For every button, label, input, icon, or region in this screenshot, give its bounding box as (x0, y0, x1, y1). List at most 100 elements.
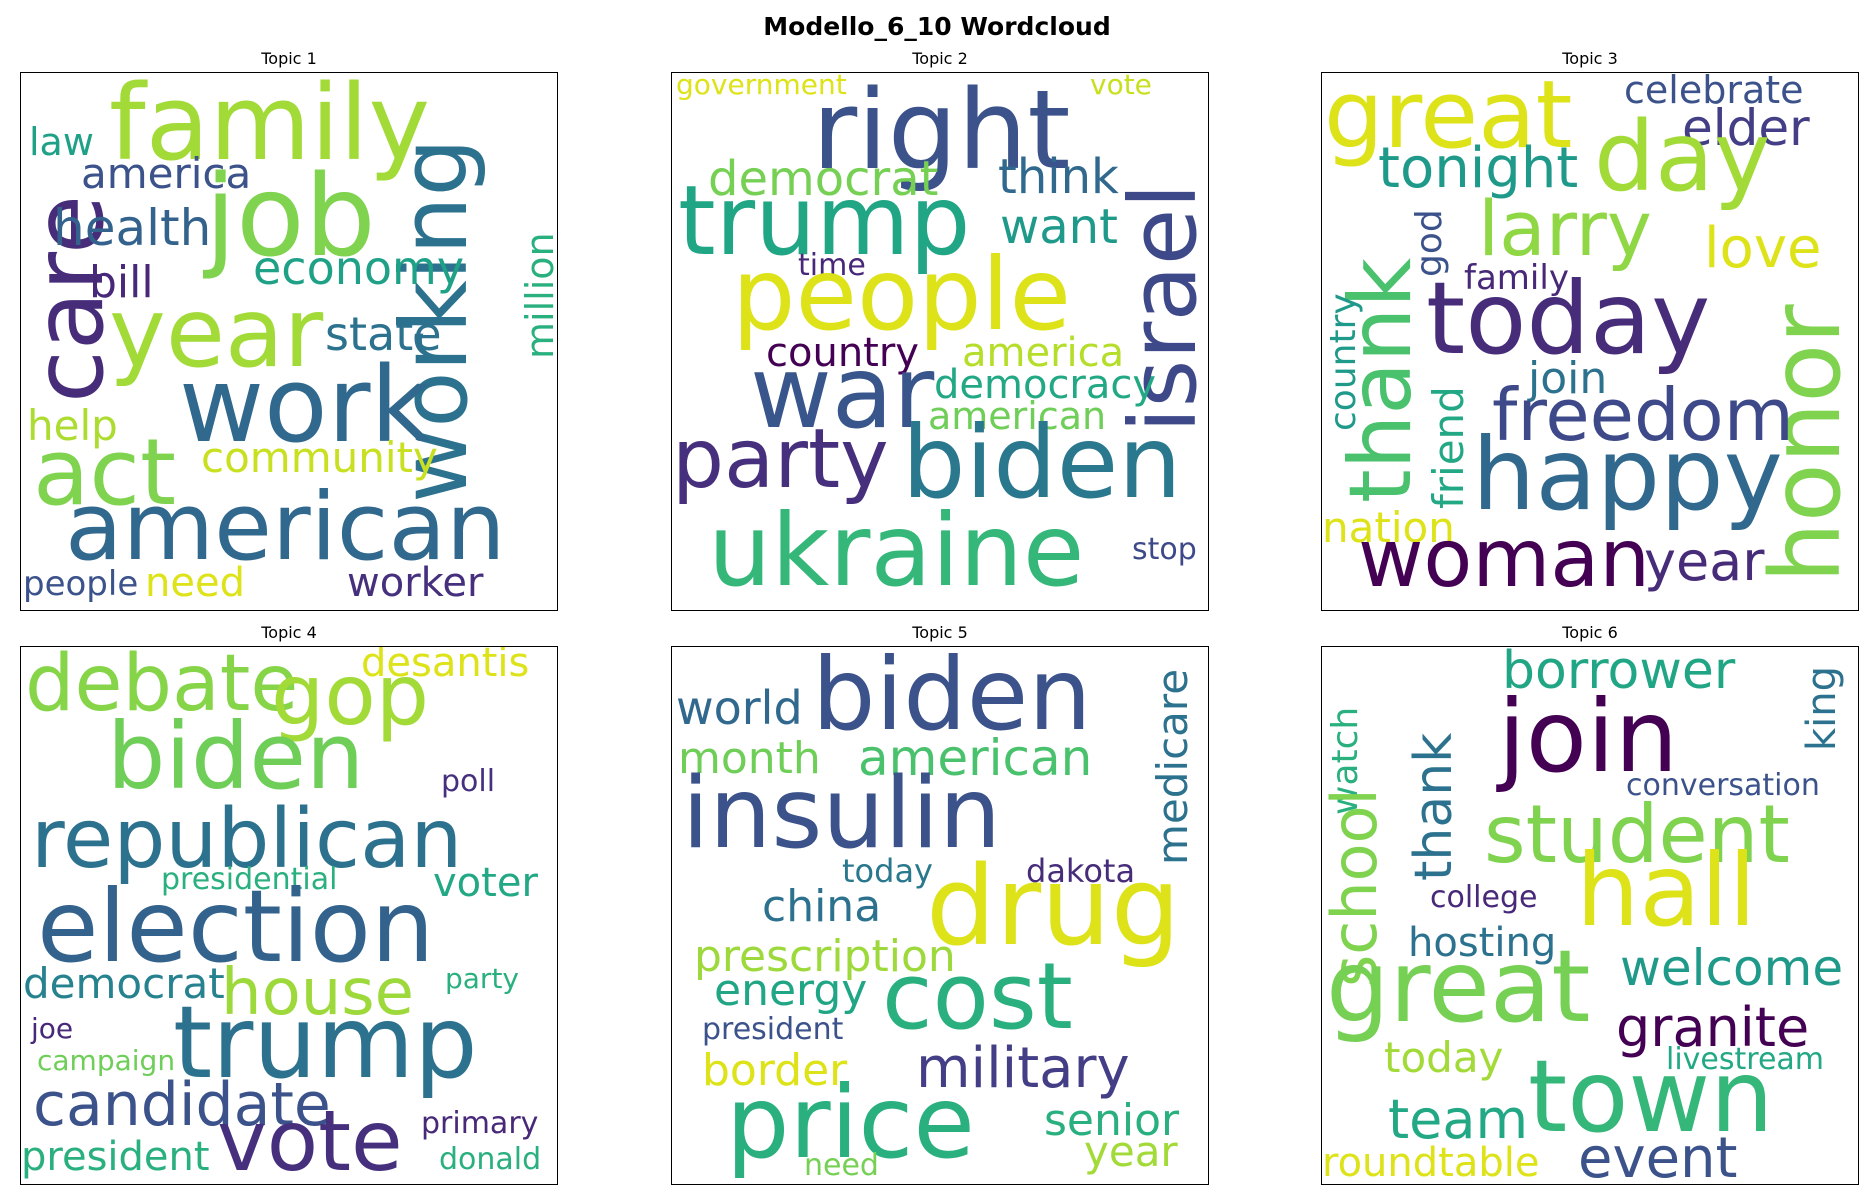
word-woman: woman (1358, 512, 1651, 605)
word-president: president (21, 1134, 210, 1180)
word-need: need (145, 560, 245, 606)
word-tonight: tonight (1378, 136, 1579, 201)
word-biden: biden (107, 703, 365, 810)
word-hosting: hosting (1408, 920, 1557, 966)
word-happy: happy (1472, 416, 1783, 533)
word-energy: energy (714, 965, 868, 1016)
word-year: year (109, 277, 324, 389)
word-democrat: democrat (708, 151, 939, 207)
word-voter: voter (433, 860, 538, 906)
word-million: million (518, 232, 558, 359)
word-think: think (998, 149, 1119, 205)
word-election: election (37, 868, 435, 985)
word-price: price (726, 1064, 975, 1181)
word-border: border (702, 1045, 848, 1096)
word-country: country (1323, 293, 1364, 431)
word-democrat: democrat (23, 959, 225, 1008)
word-elder: elder (1682, 99, 1810, 157)
word-ukraine: ukraine (708, 492, 1085, 609)
word-right: right (812, 72, 1071, 194)
word-gop: gop (271, 646, 430, 744)
word-freedom: freedom (1492, 373, 1794, 457)
word-town: town (1528, 1038, 1774, 1155)
topic-6-title: Topic 6 (1562, 623, 1618, 642)
word-celebrate: celebrate (1624, 72, 1804, 112)
word-help: help (27, 401, 118, 450)
word-candidate: candidate (33, 1070, 331, 1140)
word-senior: senior (1044, 1095, 1180, 1146)
word-family: family (109, 72, 430, 184)
word-event: event (1578, 1126, 1738, 1185)
word-thank: thank (1404, 732, 1464, 881)
word-work: work (179, 344, 431, 466)
word-great: great (1324, 72, 1573, 170)
word-year: year (1644, 530, 1765, 593)
word-china: china (762, 881, 882, 932)
word-bill: bill (89, 257, 154, 308)
word-livestream: livestream (1666, 1042, 1825, 1077)
word-prescription: prescription (694, 931, 956, 982)
word-american: american (928, 394, 1107, 438)
word-america: america (81, 149, 252, 198)
word-trump: trump (173, 984, 478, 1101)
word-american: american (65, 473, 506, 582)
word-presidential: presidential (161, 862, 338, 897)
word-larry: larry (1478, 184, 1652, 273)
word-house: house (221, 956, 414, 1030)
word-today: today (1426, 260, 1711, 377)
word-community: community (201, 433, 438, 482)
word-health: health (53, 199, 212, 257)
word-year: year (1084, 1127, 1178, 1176)
word-medicare: medicare (1148, 668, 1197, 865)
word-dakota: dakota (1026, 852, 1136, 890)
word-borrower: borrower (1502, 646, 1736, 701)
word-campaign: campaign (37, 1044, 176, 1077)
word-join: join (1528, 353, 1608, 404)
word-roundtable: roundtable (1322, 1140, 1540, 1185)
topic-3-title: Topic 3 (1562, 49, 1618, 68)
word-family: family (1464, 258, 1569, 298)
word-hall: hall (1576, 832, 1757, 949)
word-people: people (23, 564, 139, 604)
word-war: war (750, 334, 935, 451)
wordcloud-topic-2: government vote right israel democrat th… (671, 72, 1209, 611)
word-stop: stop (1132, 532, 1197, 567)
wordcloud-topic-3: great celebrate elder day tonight larry … (1321, 72, 1859, 611)
wordcloud-topic-1: family job care working year work act am… (20, 72, 558, 611)
word-military: military (916, 1036, 1130, 1101)
word-party: party (445, 962, 519, 995)
wordcloud-topic-4: debate gop desantis biden poll republica… (20, 646, 558, 1185)
word-granite: granite (1616, 996, 1810, 1059)
word-country: country (766, 330, 919, 376)
word-month: month (678, 733, 821, 784)
word-primary: primary (421, 1106, 539, 1141)
word-cost: cost (882, 943, 1073, 1050)
word-joe: joe (31, 1012, 74, 1045)
word-want: want (1000, 199, 1118, 255)
word-today: today (842, 852, 933, 890)
word-friend: friend (1424, 386, 1473, 509)
word-state: state (325, 307, 442, 361)
word-government: government (676, 72, 847, 101)
word-world: world (676, 681, 803, 735)
word-king: king (1799, 665, 1845, 751)
word-love: love (1704, 216, 1822, 281)
word-act: act (33, 419, 177, 526)
wordcloud-topic-6: borrower king join watch school thank co… (1321, 646, 1859, 1185)
word-american: american (858, 729, 1093, 787)
word-law: law (29, 120, 94, 164)
word-republican: republican (31, 792, 463, 887)
word-party: party (672, 412, 889, 507)
word-biden: biden (812, 646, 1092, 753)
word-people: people (732, 236, 1071, 353)
topic-4-title: Topic 4 (261, 623, 317, 642)
word-democracy: democracy (934, 362, 1157, 408)
word-team: team (1388, 1088, 1529, 1151)
word-vote: vote (1090, 72, 1152, 101)
word-college: college (1430, 880, 1538, 915)
word-donald: donald (439, 1142, 542, 1177)
word-need: need (804, 1148, 879, 1183)
word-economy: economy (253, 241, 465, 295)
word-job: job (205, 152, 376, 282)
word-time: time (798, 248, 866, 283)
